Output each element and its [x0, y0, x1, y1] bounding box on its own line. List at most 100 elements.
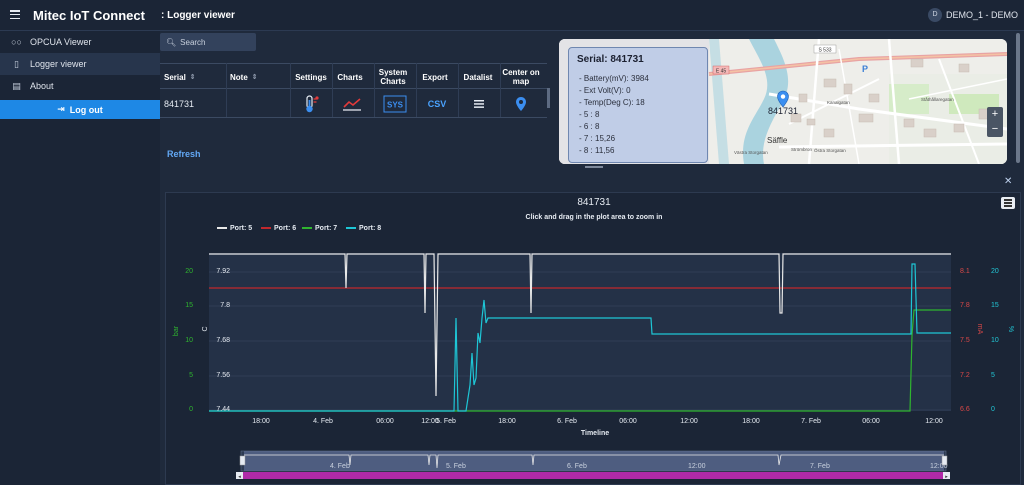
panel-scrollbar[interactable]	[1016, 33, 1020, 163]
csv-label: CSV	[427, 98, 447, 109]
legend-item-port-5[interactable]: Port: 5	[217, 223, 252, 233]
system-chart-icon[interactable]: SYS	[374, 89, 416, 118]
svg-text:Säffle: Säffle	[767, 136, 788, 145]
chart-subtitle: Click and drag in the plot area to zoom …	[525, 214, 663, 221]
settings-thermometer-icon[interactable]	[292, 89, 330, 118]
sidebar-item-logger-viewer[interactable]: ▯ Logger viewer	[0, 53, 160, 75]
axis-ma-title: mA	[976, 324, 983, 335]
svg-text:6. Feb: 6. Feb	[567, 463, 587, 470]
header-export: Export	[422, 72, 448, 82]
axis-percent-tick: 15	[991, 302, 999, 309]
logger-table-panel: 🔍︎ Search Serial ⇕ Note ⇕ Settings Charts …	[160, 31, 547, 167]
svg-text:5. Feb: 5. Feb	[446, 463, 466, 470]
x-tick-label: 5. Feb	[436, 418, 456, 425]
document-icon: ▯	[14, 58, 19, 69]
sidebar-item-about[interactable]: ▤ About	[0, 75, 160, 97]
axis-c-tick: 7.8	[220, 302, 230, 309]
header-serial[interactable]: Serial ⇕	[164, 72, 196, 82]
svg-text:Västra Storgatan: Västra Storgatan	[734, 150, 768, 155]
sort-icon: ⇕	[251, 73, 258, 81]
popup-line: - 8 : 11,56	[579, 146, 615, 155]
header-charts: Charts	[337, 72, 363, 82]
map-pin-icon[interactable]	[500, 89, 542, 118]
table-row[interactable]: 841731 SYS CSV	[160, 89, 547, 118]
axis-percent-tick: 20	[991, 268, 999, 275]
user-avatar[interactable]: D	[928, 8, 942, 22]
x-tick-label: 18:00	[498, 418, 516, 425]
logout-button[interactable]: ⇥ Log out	[0, 100, 160, 119]
legend-item-port-7[interactable]: Port: 7	[302, 223, 337, 233]
svg-text:S 533: S 533	[818, 48, 831, 54]
search-input[interactable]: 🔍︎ Search	[160, 33, 256, 51]
logout-icon: ⇥	[57, 104, 65, 114]
datalist-icon[interactable]	[458, 89, 500, 118]
map-popup: Serial: 841731 - Battery(mV): 3984 - Ext…	[568, 47, 708, 163]
chart-navigator[interactable]: 4. Feb 5. Feb 6. Feb 12:00 7. Feb 12:00 …	[236, 450, 950, 480]
map-marker-icon[interactable]	[776, 90, 790, 108]
x-tick-label: 18:00	[742, 418, 760, 425]
sidebar-item-label: OPCUA Viewer	[30, 37, 92, 47]
map-marker-label: 841731	[768, 106, 799, 116]
x-tick-label: 12:00	[421, 418, 439, 425]
refresh-button[interactable]: Refresh	[167, 149, 201, 159]
chart-line-icon[interactable]	[334, 89, 370, 118]
serial-cell: 841731	[164, 98, 195, 109]
resize-handle[interactable]	[585, 166, 603, 168]
x-tick-label: 12:00	[925, 418, 943, 425]
axis-ma-tick: 6.6	[960, 406, 970, 413]
legend-item-port-8[interactable]: Port: 8	[346, 223, 381, 233]
axis-percent-tick: 5	[991, 372, 995, 379]
x-tick-label: 12:00	[680, 418, 698, 425]
axis-c-tick: 7.68	[216, 337, 230, 344]
header-note[interactable]: Note ⇕	[230, 72, 258, 82]
sidebar-item-opcua-viewer[interactable]: ○○ OPCUA Viewer	[0, 31, 160, 53]
popup-line: - Ext Volt(V): 0	[579, 86, 631, 95]
svg-text:Östra Storgatan: Östra Storgatan	[814, 147, 846, 153]
popup-title: Serial: 841731	[577, 54, 644, 65]
popup-line: - 6 : 8	[579, 122, 600, 131]
axis-percent-title: %	[1007, 326, 1014, 332]
chart-menu-icon[interactable]	[1001, 197, 1015, 209]
axis-percent-tick: 0	[991, 406, 995, 413]
hamburger-menu-icon[interactable]	[10, 10, 20, 20]
axis-ma-tick: 7.8	[960, 302, 970, 309]
axis-c-tick: 7.44	[216, 406, 230, 413]
zoom-out-button[interactable]: −	[991, 123, 999, 135]
svg-text:▸: ▸	[945, 474, 948, 480]
axis-c-tick: 7.92	[216, 268, 230, 275]
x-tick-label: 4. Feb	[313, 418, 333, 425]
chart-plot-area[interactable]: 20 15 10 5 0 bar 7.92 7.8 7.68 7.56 7.44…	[166, 193, 1022, 485]
axis-bar-tick: 20	[185, 268, 193, 275]
popup-line: - Temp(Deg C): 18	[579, 98, 645, 107]
axis-ma-tick: 7.5	[960, 337, 970, 344]
svg-text:Strömbron: Strömbron	[791, 147, 813, 152]
svg-text:7. Feb: 7. Feb	[810, 463, 830, 470]
svg-text:Ståthållaregatan: Ståthållaregatan	[921, 96, 954, 102]
user-name[interactable]: DEMO_1 - DEMO	[946, 10, 1019, 20]
svg-text:Kanalgatan: Kanalgatan	[827, 100, 850, 105]
chart-container: 841731 Click and drag in the plot area t…	[165, 192, 1021, 485]
svg-text:◂: ◂	[238, 474, 241, 480]
grid-lines	[209, 271, 951, 411]
axis-bar-tick: 10	[185, 337, 193, 344]
export-csv-button[interactable]: CSV	[416, 89, 458, 118]
svg-text:SYS: SYS	[387, 100, 404, 109]
info-document-icon: ▤	[12, 80, 21, 91]
axis-bar-tick: 0	[189, 406, 193, 413]
table-scrollbar[interactable]	[547, 88, 550, 108]
legend-swatch	[261, 227, 271, 229]
popup-line: - Battery(mV): 3984	[579, 74, 649, 83]
legend-swatch	[346, 227, 356, 229]
search-placeholder: Search	[180, 37, 206, 47]
legend-item-port-6[interactable]: Port: 6	[261, 223, 296, 233]
chart-title: 841731	[577, 197, 611, 208]
axis-bar-tick: 5	[189, 372, 193, 379]
zoom-in-button[interactable]: +	[991, 108, 999, 120]
top-bar: Mitec IoT Connect : Logger viewer D DEMO…	[0, 0, 1024, 31]
sidebar-item-label: About	[30, 81, 54, 91]
navigator-right-handle	[941, 455, 948, 466]
svg-text:E 45: E 45	[716, 69, 727, 75]
popup-line: - 5 : 8	[579, 110, 600, 119]
close-chart-icon[interactable]: ✕	[1004, 176, 1013, 187]
axis-c-title: C	[202, 326, 209, 331]
